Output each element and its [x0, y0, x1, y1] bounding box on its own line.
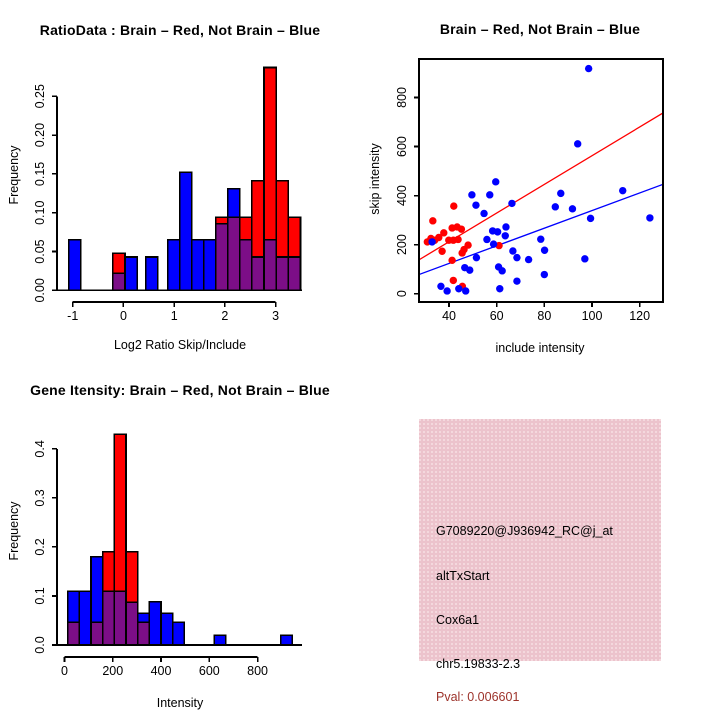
scatter-ylabel: skip intensity: [368, 143, 382, 215]
svg-text:0.00: 0.00: [33, 278, 47, 302]
svg-text:80: 80: [537, 309, 551, 323]
gene-histogram-title: Gene Itensity: Brain – Red, Not Brain – …: [30, 382, 330, 398]
svg-text:0.2: 0.2: [33, 538, 47, 555]
panel-ratio-histogram: RatioData : Brain – Red, Not Brain – Blu…: [0, 0, 360, 360]
gene-histogram-xlabel: Intensity: [156, 696, 204, 710]
ratio-histogram-ylabel: Frequency: [7, 145, 21, 205]
gene-histogram-ylabel: Frequency: [7, 501, 21, 561]
svg-text:200: 200: [102, 664, 123, 678]
svg-text:0: 0: [61, 664, 68, 678]
gene-info-box: G7089220@J936942_RC@j_at altTxStart Cox6…: [419, 419, 661, 704]
svg-text:0.15: 0.15: [33, 162, 47, 186]
scatter-title: Brain – Red, Not Brain – Blue: [439, 21, 641, 37]
svg-text:800: 800: [395, 87, 409, 108]
gene-histogram-plot: 0 200 400 600 800 0.0 0.1 0.2 0.3 0.4: [33, 433, 302, 678]
chromosome-location-text: chr5.19833-2.3: [436, 657, 521, 671]
svg-text:800: 800: [247, 664, 268, 678]
svg-text:0: 0: [120, 309, 127, 323]
svg-text:0.1: 0.1: [33, 587, 47, 604]
svg-text:0.20: 0.20: [33, 123, 47, 147]
svg-text:600: 600: [395, 136, 409, 157]
svg-text:100: 100: [582, 309, 603, 323]
svg-text:200: 200: [395, 234, 409, 255]
svg-text:1: 1: [171, 309, 178, 323]
svg-text:0.4: 0.4: [33, 440, 47, 457]
svg-text:60: 60: [490, 309, 504, 323]
svg-text:120: 120: [629, 309, 650, 323]
svg-text:400: 400: [151, 664, 172, 678]
ratio-histogram-plot: -1 0 1 2 3 0.00 0.05 0.10 0.15 0.20 0.25: [33, 66, 302, 323]
event-type-text: altTxStart: [436, 569, 490, 583]
panel-gene-info: G7089220@J936942_RC@j_at altTxStart Cox6…: [360, 360, 720, 720]
panel-intensity-scatter: Brain – Red, Not Brain – Blue 40 60 80 100 1…: [360, 0, 720, 360]
svg-text:40: 40: [442, 309, 456, 323]
scatter-xlabel: include intensity: [495, 341, 585, 355]
ratio-histogram-title: RatioData : Brain – Red, Not Brain – Blu…: [39, 22, 321, 38]
svg-text:0.05: 0.05: [33, 239, 47, 263]
svg-text:0.0: 0.0: [33, 636, 47, 653]
svg-text:2: 2: [221, 309, 228, 323]
panel-gene-histogram: Gene Itensity: Brain – Red, Not Brain – …: [0, 360, 360, 720]
svg-text:0: 0: [395, 290, 409, 297]
gene-name-text: Cox6a1: [436, 613, 480, 627]
svg-text:600: 600: [199, 664, 220, 678]
probe-id-text: G7089220@J936942_RC@j_at: [436, 524, 613, 538]
svg-text:0.10: 0.10: [33, 201, 47, 225]
intensity-scatter-plot: 40 60 80 100 120 0 200 400 600 800: [395, 58, 664, 323]
pvalue-text: Pval: 0.006601: [436, 690, 520, 704]
svg-text:3: 3: [272, 309, 279, 323]
svg-text:-1: -1: [67, 309, 78, 323]
ratio-histogram-xlabel: Log2 Ratio Skip/Include: [113, 338, 247, 352]
svg-text:400: 400: [395, 185, 409, 206]
svg-text:0.25: 0.25: [33, 84, 47, 108]
svg-text:0.3: 0.3: [33, 489, 47, 506]
